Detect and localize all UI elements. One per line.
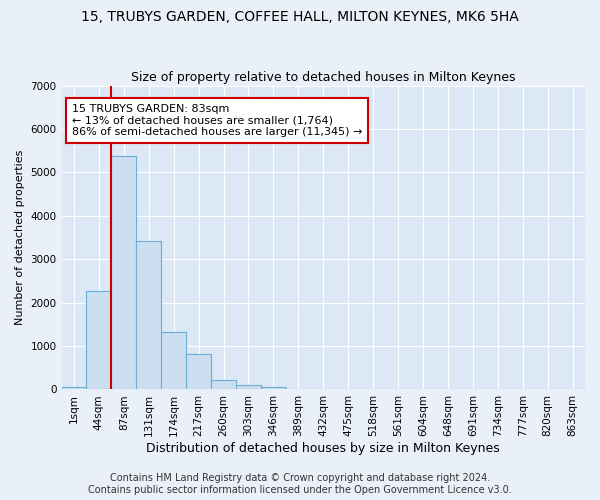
Bar xyxy=(86,290,112,390)
Bar xyxy=(112,156,136,390)
Text: Contains HM Land Registry data © Crown copyright and database right 2024.
Contai: Contains HM Land Registry data © Crown c… xyxy=(88,474,512,495)
Text: 15, TRUBYS GARDEN, COFFEE HALL, MILTON KEYNES, MK6 5HA: 15, TRUBYS GARDEN, COFFEE HALL, MILTON K… xyxy=(81,10,519,24)
Bar xyxy=(136,241,161,390)
Y-axis label: Number of detached properties: Number of detached properties xyxy=(15,150,25,325)
X-axis label: Distribution of detached houses by size in Milton Keynes: Distribution of detached houses by size … xyxy=(146,442,500,455)
Title: Size of property relative to detached houses in Milton Keynes: Size of property relative to detached ho… xyxy=(131,72,515,85)
Bar xyxy=(161,332,186,390)
Bar xyxy=(186,354,211,390)
Bar xyxy=(261,387,286,390)
Text: 15 TRUBYS GARDEN: 83sqm
← 13% of detached houses are smaller (1,764)
86% of semi: 15 TRUBYS GARDEN: 83sqm ← 13% of detache… xyxy=(72,104,362,137)
Bar xyxy=(211,380,236,390)
Bar xyxy=(236,384,261,390)
Bar xyxy=(286,389,311,390)
Bar xyxy=(62,387,86,390)
